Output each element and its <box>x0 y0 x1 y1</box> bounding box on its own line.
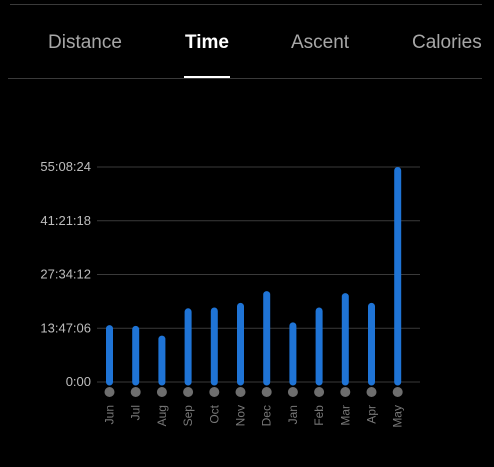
x-tick-label: Jul <box>129 405 143 420</box>
x-tick-label: Apr <box>365 405 379 424</box>
bar-dot <box>235 387 246 397</box>
bar-dot <box>392 387 403 397</box>
x-tick-label: Sep <box>181 405 195 427</box>
tabs-divider <box>8 78 482 79</box>
x-tick-label: Jan <box>286 405 300 424</box>
x-tick-label: Aug <box>155 405 169 426</box>
x-tick-label: Dec <box>260 405 274 426</box>
y-tick-label: 0:00 <box>66 374 91 389</box>
bar-dot <box>340 387 351 397</box>
top-divider <box>10 4 482 5</box>
bar-dot <box>156 387 167 397</box>
metric-tabs: Distance Time Ascent Calories <box>0 24 494 80</box>
bar-dot <box>287 387 298 397</box>
bar-dot <box>104 387 115 397</box>
tab-calories[interactable]: Calories <box>412 32 482 53</box>
y-tick-label: 13:47:06 <box>40 320 91 335</box>
bar-dot <box>314 387 325 397</box>
tab-time[interactable]: Time <box>185 32 230 53</box>
bar-dot <box>366 387 377 397</box>
x-tick-label: Nov <box>234 405 248 426</box>
active-tab-indicator <box>184 76 230 78</box>
x-tick-label: Feb <box>312 405 326 426</box>
bar-dot <box>183 387 194 397</box>
x-tick-label: May <box>391 405 405 428</box>
x-tick-label: Jun <box>103 405 117 424</box>
bar-dot <box>209 387 220 397</box>
y-tick-label: 55:08:24 <box>40 159 91 174</box>
bar-dot <box>261 387 272 397</box>
y-tick-label: 41:21:18 <box>40 213 91 228</box>
bar-dot <box>130 387 141 397</box>
x-tick-label: Oct <box>207 404 221 423</box>
y-tick-label: 27:34:12 <box>40 267 91 282</box>
tab-distance[interactable]: Distance <box>48 32 122 53</box>
x-tick-label: Mar <box>338 405 352 426</box>
tab-ascent[interactable]: Ascent <box>291 32 350 53</box>
